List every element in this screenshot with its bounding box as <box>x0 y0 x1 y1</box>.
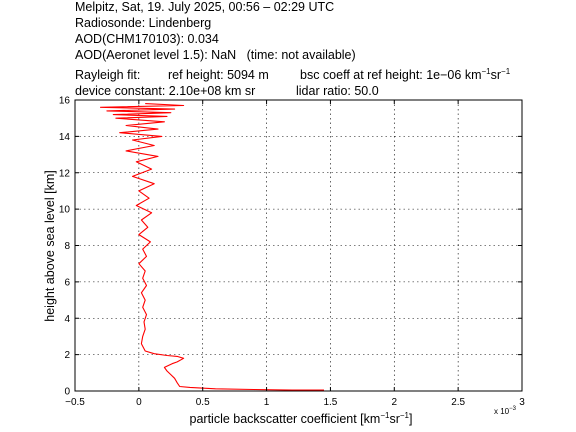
y-tick-label: 6 <box>64 277 70 288</box>
x-axis-multiplier: x 10−3 <box>494 406 517 416</box>
y-tick-label: 2 <box>64 350 70 361</box>
aod-aeronet-info: AOD(Aeronet level 1.5): NaN (time: not a… <box>75 48 356 62</box>
device-constant-info: device constant: 2.10e+08 km sr <box>75 84 256 98</box>
y-tick-label: 8 <box>64 241 70 252</box>
y-tick-label: 12 <box>59 168 71 179</box>
x-tick-label: −0.5 <box>65 397 85 408</box>
y-tick-label: 14 <box>59 132 71 143</box>
y-tick-label: 4 <box>64 314 70 325</box>
x-tick-label: 0.5 <box>196 397 210 408</box>
bsc-coeff-info: bsc coeff at ref height: 1e−06 km−1sr−1 <box>300 66 511 82</box>
backscatter-profile-line <box>99 103 324 391</box>
plot-frame <box>74 99 523 392</box>
x-tick-label: 2 <box>392 397 398 408</box>
y-tick-label: 16 <box>59 96 71 107</box>
x-axis-label: particle backscatter coefficient [km−1sr… <box>190 411 413 426</box>
x-tick-label: 0 <box>136 397 142 408</box>
ref-height-info: ref height: 5094 m <box>168 68 269 82</box>
radiosonde-info: Radiosonde: Lindenberg <box>75 16 212 30</box>
x-tick-label: 2.5 <box>451 397 465 408</box>
x-tick-label: 3 <box>519 397 525 408</box>
y-tick-label: 10 <box>59 205 71 216</box>
grid-lines <box>75 100 522 391</box>
lidar-ratio-info: lidar ratio: 50.0 <box>296 84 379 98</box>
aod-chm-info: AOD(CHM170103): 0.034 <box>75 32 219 46</box>
x-tick-label: 1 <box>264 397 270 408</box>
y-axis-label: height above sea level [km] <box>43 170 57 321</box>
y-tick-label: 0 <box>64 387 70 398</box>
title-location-time: Melpitz, Sat, 19. July 2025, 00:56 – 02:… <box>75 0 335 14</box>
series-layer <box>99 103 324 391</box>
rayleigh-fit-label: Rayleigh fit: <box>75 68 141 82</box>
x-tick-label: 1.5 <box>323 397 337 408</box>
